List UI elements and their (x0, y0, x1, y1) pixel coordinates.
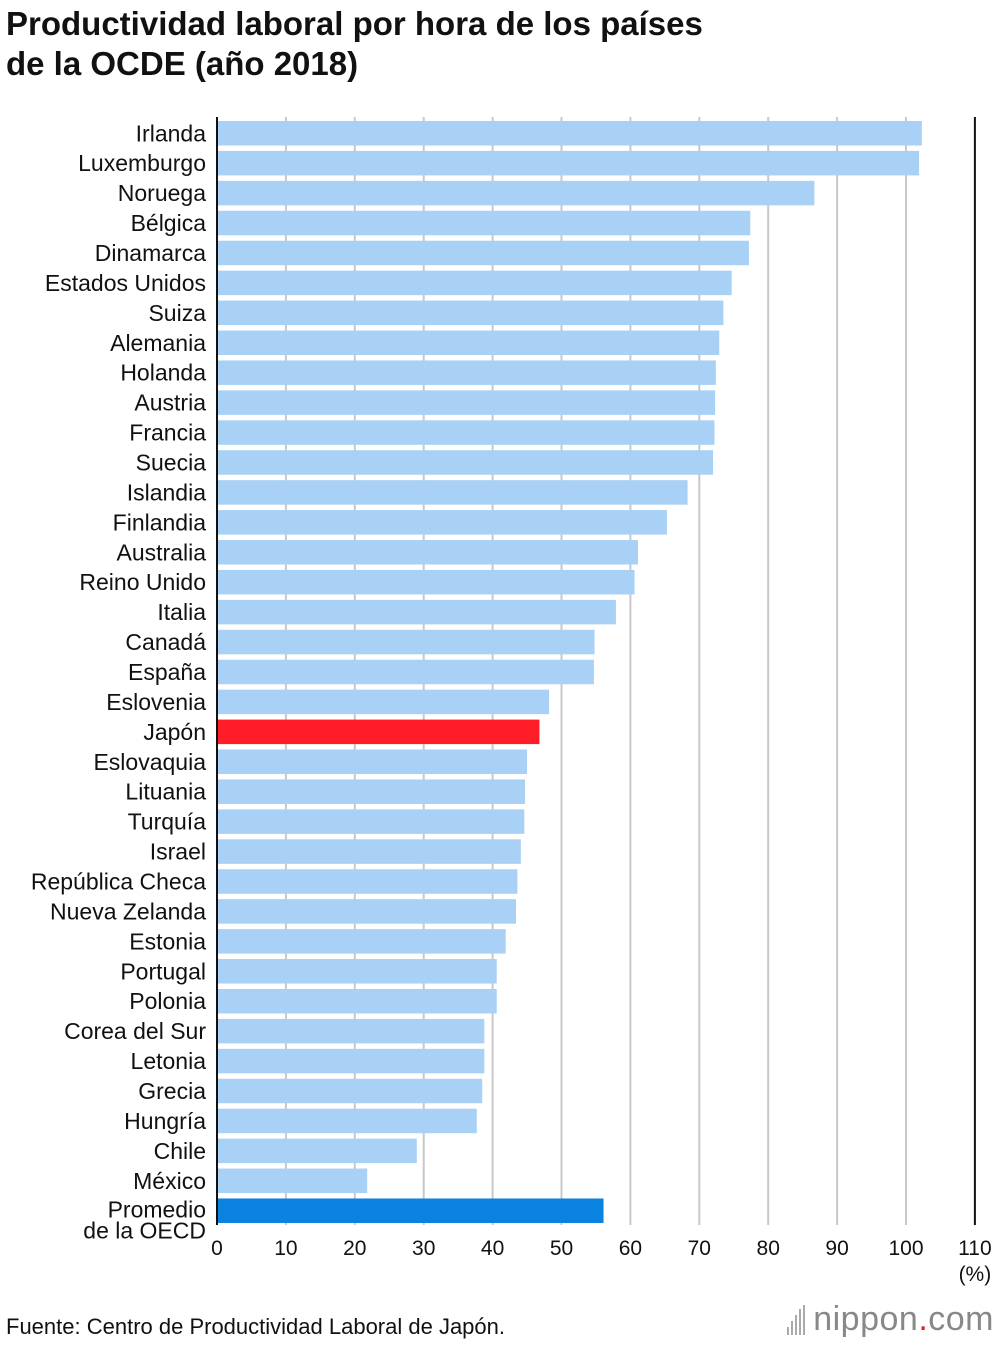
category-label: España (128, 659, 206, 685)
bar (217, 899, 517, 924)
bar (217, 510, 667, 535)
x-tick-label: 40 (481, 1237, 504, 1260)
bar (217, 360, 716, 385)
bar (217, 749, 528, 775)
category-label: Australia (117, 539, 207, 565)
category-label: Irlanda (136, 120, 207, 146)
category-label: Nueva Zelanda (50, 898, 206, 924)
category-label: Eslovenia (106, 689, 206, 715)
bar (217, 1108, 477, 1134)
bar (217, 1048, 485, 1074)
bar (217, 629, 595, 655)
chart-title: Productividad laboral por hora de los pa… (6, 4, 703, 84)
chart-title-line-2: de la OCDE (año 2018) (6, 45, 359, 82)
bar (217, 1168, 368, 1194)
bar (217, 569, 635, 595)
category-label: Japón (143, 719, 206, 745)
bar (217, 300, 724, 326)
source-note: Fuente: Centro de Productividad Laboral … (6, 1314, 505, 1339)
category-label: Suiza (148, 300, 206, 326)
category-label: Estonia (129, 928, 206, 954)
category-label: Reino Unido (79, 569, 206, 595)
category-label: Grecia (138, 1078, 206, 1104)
x-tick-label: 30 (412, 1237, 435, 1260)
x-axis-unit-label: (%) (959, 1263, 992, 1286)
bar (217, 839, 521, 864)
bar (217, 1078, 483, 1104)
bar (217, 330, 720, 356)
category-label: Turquía (128, 809, 207, 835)
x-tick-label: 80 (757, 1237, 780, 1260)
category-label: Lituania (125, 779, 206, 805)
bar (217, 420, 715, 445)
bar (217, 869, 518, 894)
category-label: Hungría (124, 1108, 206, 1134)
nippon-logo: nippon.com (787, 1300, 994, 1339)
bar (217, 240, 749, 266)
category-label: Israel (150, 839, 206, 865)
category-label: Chile (154, 1138, 206, 1164)
bar (217, 210, 751, 236)
logo-bars-icon (787, 1304, 806, 1335)
bar (217, 659, 594, 685)
category-label: Holanda (120, 360, 206, 386)
x-tick-label: 20 (343, 1237, 366, 1260)
category-label: Letonia (131, 1048, 207, 1074)
bar (217, 180, 815, 206)
category-label: Bélgica (131, 210, 207, 236)
bar (217, 1138, 417, 1164)
category-label: Portugal (120, 958, 206, 984)
bar (217, 719, 540, 745)
x-tick-label: 0 (211, 1237, 223, 1260)
chart-title-line-1: Productividad laboral por hora de los pa… (6, 5, 703, 42)
logo-text: nippon.com (813, 1300, 994, 1338)
category-label: de la OECD (83, 1217, 206, 1243)
category-label: Polonia (129, 988, 206, 1014)
category-label: Eslovaquia (93, 749, 206, 775)
category-label: Austria (134, 390, 206, 416)
bar (217, 150, 920, 176)
category-label: Luxemburgo (78, 150, 206, 176)
category-label: Francia (129, 420, 206, 446)
category-label: Estados Unidos (45, 270, 206, 296)
category-label: Italia (157, 599, 206, 625)
category-label: Corea del Sur (64, 1018, 206, 1044)
category-label: México (133, 1168, 206, 1194)
x-tick-label: 100 (888, 1237, 923, 1260)
bar (217, 809, 525, 834)
x-tick-label: 50 (550, 1237, 573, 1260)
bar (217, 988, 497, 1014)
category-label: Finlandia (113, 509, 207, 535)
category-label: Promedio (108, 1196, 206, 1222)
bar (217, 929, 506, 954)
bar (217, 450, 714, 475)
category-label: Suecia (136, 449, 207, 475)
bar-chart: Irlanda Luxemburgo Noruega Bélgica Dinamarca… (31, 117, 992, 1286)
bar (217, 390, 716, 415)
x-tick-label: 90 (825, 1237, 848, 1260)
bar (217, 779, 525, 804)
bar (217, 480, 688, 505)
category-label: Alemania (110, 330, 206, 356)
x-tick-label: 70 (688, 1237, 711, 1260)
category-label: Dinamarca (95, 240, 206, 266)
category-label: Islandia (127, 479, 206, 505)
bar (217, 959, 497, 984)
category-label: Noruega (118, 180, 206, 206)
category-label: Canadá (125, 629, 206, 655)
x-tick-label: 10 (274, 1237, 297, 1260)
bar (217, 121, 922, 146)
bar (217, 1198, 604, 1223)
bar (217, 599, 616, 625)
bar (217, 689, 550, 715)
x-tick-label: 110 (958, 1237, 991, 1260)
category-label: República Checa (31, 869, 206, 895)
x-tick-label: 60 (619, 1237, 642, 1260)
bar (217, 1018, 485, 1044)
bar (217, 540, 638, 565)
bar (217, 270, 732, 296)
